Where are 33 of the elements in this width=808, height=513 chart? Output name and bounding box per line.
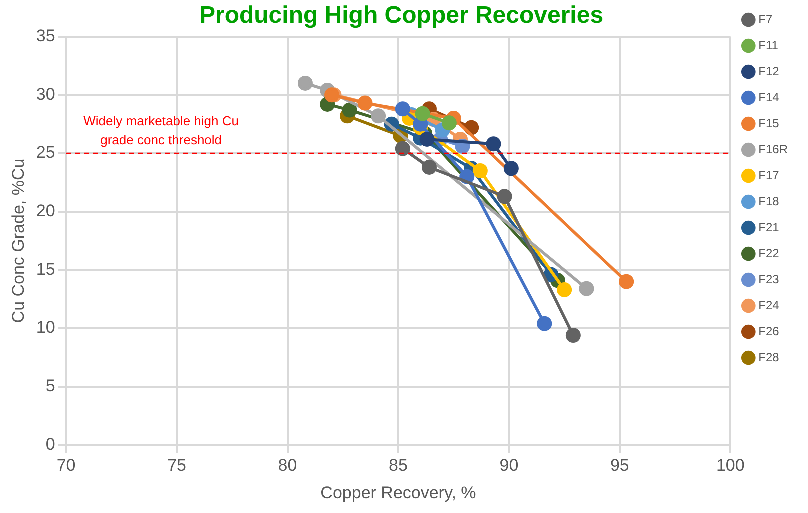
x-tick-label: 90: [500, 456, 519, 476]
y-tick-label: 0: [46, 434, 56, 454]
legend-label: F15: [758, 116, 780, 130]
x-tick-label: 100: [716, 456, 745, 476]
y-tick-label: 5: [46, 376, 56, 396]
legend-label: F14: [758, 90, 780, 104]
y-tick-label: 15: [36, 260, 56, 279]
x-tick-label: 75: [168, 456, 186, 476]
y-tick-label: 10: [36, 318, 56, 338]
x-tick-label: 85: [389, 456, 408, 476]
legend-label: F16R: [758, 142, 788, 156]
x-axis-title: Copper Recovery, %: [320, 483, 476, 502]
ref-line-label: Widely marketable high Cu grade conc threshold: [84, 114, 239, 148]
legend-label: F26: [758, 324, 780, 338]
y-axis-title: Cu Conc Grade, %Cu: [8, 158, 28, 324]
y-tick-label: 20: [36, 202, 56, 221]
legend-label: F7: [758, 12, 773, 26]
legend-label: F28: [758, 350, 780, 364]
legend-label: F21: [758, 220, 780, 234]
x-tick-label: 70: [56, 456, 76, 476]
y-tick-label: 30: [36, 84, 56, 104]
x-tick-label: 95: [610, 456, 630, 476]
legend-label: F17: [758, 168, 780, 182]
y-tick-label: 25: [36, 143, 56, 162]
x-tick-label: 80: [278, 456, 298, 476]
legend-label: F22: [758, 246, 780, 260]
legend-label: F23: [758, 272, 780, 286]
legend-label: F11: [758, 38, 779, 52]
legend-label: F18: [758, 194, 780, 208]
y-tick-label: 35: [36, 26, 56, 46]
legend-label: F24: [758, 298, 780, 312]
chart-title: Producing High Copper Recoveries: [199, 2, 604, 30]
legend-label: F12: [758, 64, 780, 78]
